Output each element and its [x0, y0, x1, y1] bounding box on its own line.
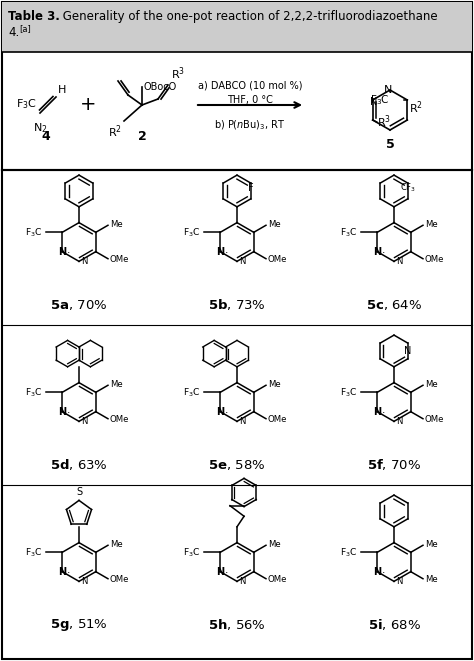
Text: $\mathsf{F_3C}$: $\mathsf{F_3C}$	[340, 546, 358, 559]
Text: N: N	[216, 407, 224, 416]
Text: N: N	[239, 417, 246, 426]
Text: $\mathbf{5a}$, 70%: $\mathbf{5a}$, 70%	[50, 298, 108, 312]
Text: $\mathsf{F_3C}$: $\mathsf{F_3C}$	[25, 386, 43, 399]
Text: N: N	[396, 417, 402, 426]
Text: OMe: OMe	[268, 575, 287, 584]
Text: ·: ·	[67, 248, 70, 258]
Text: N: N	[81, 257, 87, 266]
Text: a) DABCO (10 mol %): a) DABCO (10 mol %)	[198, 80, 302, 90]
Text: $\mathsf{R^2}$: $\mathsf{R^2}$	[410, 100, 423, 116]
Text: b) P($n$Bu)$_3$, RT: b) P($n$Bu)$_3$, RT	[214, 118, 286, 132]
Text: N: N	[239, 577, 246, 586]
Text: +: +	[80, 95, 96, 114]
Text: Generality of the one-pot reaction of 2,2,2-trifluorodiazoethane: Generality of the one-pot reaction of 2,…	[59, 10, 438, 23]
Bar	[2, 2, 472, 52]
Text: N: N	[370, 97, 377, 107]
Text: N: N	[81, 577, 87, 586]
Text: S: S	[76, 487, 82, 497]
Text: $\mathbf{5}$: $\mathbf{5}$	[385, 137, 395, 151]
Text: $\mathsf{N_2}$: $\mathsf{N_2}$	[33, 121, 47, 135]
Text: $\mathbf{4}$: $\mathbf{4}$	[41, 130, 51, 143]
Text: N: N	[58, 247, 66, 256]
Text: $\mathsf{F_3C}$: $\mathsf{F_3C}$	[183, 386, 201, 399]
Text: THF, 0 °C: THF, 0 °C	[227, 95, 273, 105]
Text: N: N	[373, 247, 381, 256]
Text: Me: Me	[110, 540, 123, 549]
Text: F: F	[248, 183, 254, 193]
Text: H: H	[58, 85, 66, 95]
Text: $\mathbf{5g}$, 51%: $\mathbf{5g}$, 51%	[50, 617, 108, 633]
Text: Me: Me	[268, 540, 281, 549]
Text: $\mathbf{5e}$, 58%: $\mathbf{5e}$, 58%	[208, 458, 266, 472]
Text: N: N	[373, 407, 381, 416]
Text: $\mathsf{F_3C}$: $\mathsf{F_3C}$	[370, 93, 389, 107]
Text: ·: ·	[67, 408, 70, 418]
Text: ·: ·	[225, 568, 228, 578]
Text: Me: Me	[425, 219, 438, 229]
Text: N: N	[58, 407, 66, 416]
Text: $\mathbf{2}$: $\mathbf{2}$	[137, 130, 147, 143]
Text: ·: ·	[382, 248, 385, 258]
Text: OMe: OMe	[110, 255, 129, 264]
Text: ·: ·	[225, 408, 228, 418]
Text: OMe: OMe	[268, 415, 287, 424]
Text: $\mathsf{F_3C}$: $\mathsf{F_3C}$	[340, 386, 358, 399]
Text: $\mathbf{5c}$, 64%: $\mathbf{5c}$, 64%	[366, 298, 422, 312]
Text: $\mathsf{F_3C}$: $\mathsf{F_3C}$	[340, 226, 358, 239]
Text: N: N	[239, 257, 246, 266]
Text: $\mathsf{R^2}$: $\mathsf{R^2}$	[108, 123, 122, 139]
Text: $\mathsf{R^3}$: $\mathsf{R^3}$	[171, 65, 185, 82]
Text: Me: Me	[425, 575, 438, 584]
Text: N: N	[396, 257, 402, 266]
Text: Me: Me	[425, 380, 438, 389]
Text: OBocO: OBocO	[144, 82, 177, 92]
Text: $\mathbf{5d}$, 63%: $\mathbf{5d}$, 63%	[50, 457, 108, 473]
Text: OMe: OMe	[425, 255, 444, 264]
Text: OMe: OMe	[110, 415, 129, 424]
Text: $\mathsf{R^3}$: $\mathsf{R^3}$	[377, 114, 391, 130]
Text: $\mathbf{5f}$, 70%: $\mathbf{5f}$, 70%	[367, 457, 421, 473]
Text: ·: ·	[67, 568, 70, 578]
Text: N: N	[404, 346, 411, 356]
Text: $\mathsf{F_3C}$: $\mathsf{F_3C}$	[25, 546, 43, 559]
Text: Table 3.: Table 3.	[8, 10, 60, 23]
Text: Me: Me	[110, 219, 123, 229]
Text: $\mathbf{5i}$, 68%: $\mathbf{5i}$, 68%	[367, 617, 420, 633]
Text: N: N	[373, 566, 381, 576]
Text: N: N	[81, 417, 87, 426]
Text: N: N	[216, 247, 224, 256]
Text: N: N	[384, 85, 392, 95]
Text: 4.: 4.	[8, 26, 19, 39]
Text: N: N	[58, 566, 66, 576]
Text: N: N	[216, 566, 224, 576]
Text: Me: Me	[268, 219, 281, 229]
Text: $\mathbf{5h}$, 56%: $\mathbf{5h}$, 56%	[208, 617, 266, 633]
Text: Me: Me	[110, 380, 123, 389]
Text: ·: ·	[225, 248, 228, 258]
Text: $\mathsf{CF_3}$: $\mathsf{CF_3}$	[400, 181, 416, 194]
Text: $\mathbf{5b}$, 73%: $\mathbf{5b}$, 73%	[208, 297, 266, 313]
Text: $\mathsf{F_3C}$: $\mathsf{F_3C}$	[16, 97, 37, 111]
Text: Me: Me	[268, 380, 281, 389]
Text: OMe: OMe	[425, 415, 444, 424]
Text: OMe: OMe	[110, 575, 129, 584]
Text: $\mathsf{F_3C}$: $\mathsf{F_3C}$	[183, 226, 201, 239]
Text: $\mathsf{F_3C}$: $\mathsf{F_3C}$	[25, 226, 43, 239]
Text: ·: ·	[382, 408, 385, 418]
Text: $\mathsf{F_3C}$: $\mathsf{F_3C}$	[183, 546, 201, 559]
Text: ·: ·	[382, 568, 385, 578]
Text: Me: Me	[425, 540, 438, 549]
Text: OMe: OMe	[268, 255, 287, 264]
Text: [a]: [a]	[19, 24, 31, 33]
Text: N: N	[396, 577, 402, 586]
